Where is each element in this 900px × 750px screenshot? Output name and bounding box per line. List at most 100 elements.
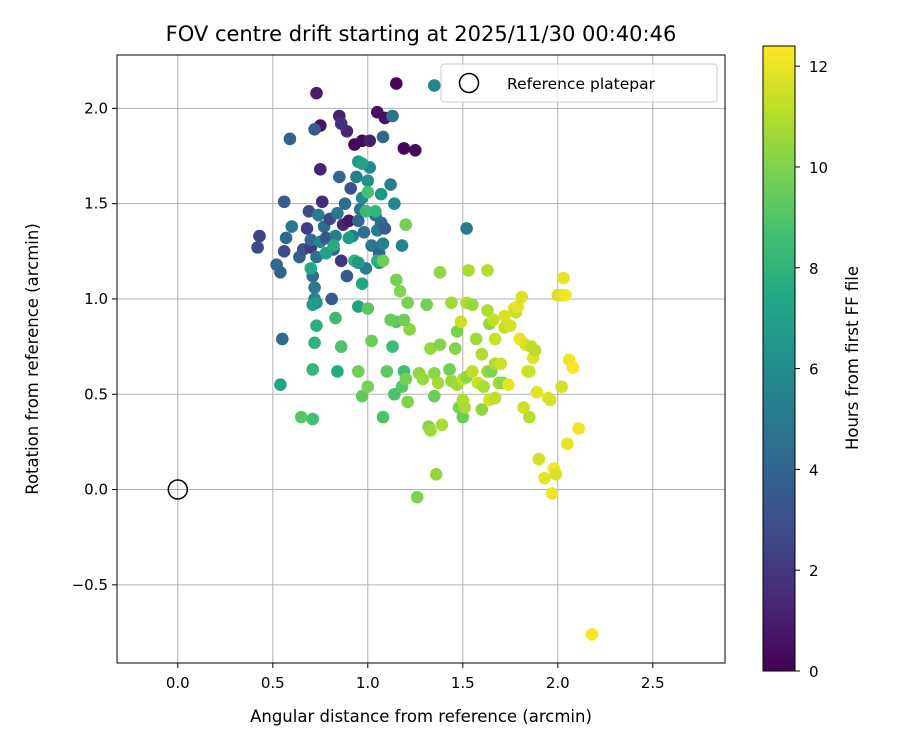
legend: Reference platepar	[440, 63, 718, 103]
data-point	[342, 231, 356, 245]
data-point	[277, 195, 291, 209]
data-point	[545, 487, 559, 500]
data-point	[355, 277, 369, 291]
data-point	[488, 332, 502, 346]
data-point	[481, 304, 494, 317]
data-point	[390, 273, 403, 287]
data-point	[310, 250, 323, 264]
data-point	[361, 185, 375, 199]
data-point	[403, 323, 416, 336]
data-point	[352, 300, 365, 313]
data-point	[306, 298, 320, 311]
data-point	[486, 313, 500, 327]
x-tick-label: 2.0	[546, 674, 570, 692]
data-point	[557, 271, 570, 285]
data-point	[342, 214, 356, 228]
y-tick-label: 0.0	[84, 481, 108, 499]
data-point	[310, 319, 323, 332]
data-point	[276, 332, 289, 346]
data-point	[401, 395, 415, 409]
data-point	[374, 187, 388, 201]
data-point	[352, 365, 365, 378]
data-point	[306, 363, 320, 376]
y-tick-label: 1.0	[84, 290, 108, 308]
data-point	[538, 471, 551, 485]
data-point	[334, 117, 348, 130]
data-point	[314, 163, 327, 176]
x-axis-ticks: 0.0 0.5 1.0 1.5 2.0 2.5	[166, 663, 665, 692]
data-point	[530, 386, 544, 399]
colorbar-ticks: 0 2 4 6 8 10 12	[795, 58, 828, 681]
x-axis-label: Angular distance from reference (arcmin)	[250, 707, 592, 726]
colorbar-tick-label: 8	[809, 260, 819, 278]
data-point	[386, 109, 399, 123]
data-point	[555, 380, 568, 393]
data-point	[445, 296, 458, 310]
data-point	[274, 265, 287, 279]
data-point	[378, 222, 392, 235]
data-point	[384, 178, 397, 191]
colorbar: 0 2 4 6 8 10 12 Hours from first FF file	[762, 45, 862, 681]
data-point	[357, 225, 371, 239]
colorbar-tick-label: 10	[809, 159, 828, 177]
data-point	[376, 410, 390, 424]
data-point	[338, 197, 352, 210]
data-point	[401, 296, 415, 310]
plot-frame	[116, 54, 726, 664]
x-tick-label: 2.5	[641, 674, 665, 692]
data-point	[283, 132, 297, 146]
data-point	[352, 256, 365, 270]
data-point	[306, 412, 320, 426]
data-point	[365, 239, 378, 252]
data-point	[331, 365, 344, 378]
data-point	[454, 315, 468, 329]
colorbar-tick-label: 4	[809, 461, 819, 479]
data-point	[310, 86, 323, 100]
data-point	[543, 393, 557, 407]
data-point	[302, 204, 316, 218]
data-point	[285, 220, 299, 233]
data-point	[395, 239, 409, 252]
data-point	[511, 300, 525, 313]
data-point	[279, 231, 293, 245]
data-point	[532, 452, 546, 466]
data-point	[340, 269, 354, 283]
data-point	[448, 342, 462, 355]
data-point	[390, 77, 403, 90]
data-point	[251, 241, 264, 254]
data-point	[333, 170, 346, 184]
data-point	[359, 204, 373, 218]
data-point	[331, 206, 344, 220]
x-tick-label: 1.5	[451, 674, 475, 692]
data-point	[399, 372, 413, 386]
data-point	[274, 378, 287, 392]
grid	[117, 55, 725, 663]
data-point	[410, 490, 424, 504]
colorbar-tick-label: 2	[809, 562, 819, 580]
data-point	[304, 233, 318, 247]
data-point	[475, 403, 489, 416]
data-point	[352, 214, 365, 228]
data-point	[409, 143, 422, 157]
data-point	[466, 298, 479, 311]
data-point	[460, 222, 473, 235]
data-point	[361, 380, 375, 393]
data-point	[308, 281, 321, 294]
legend-box	[440, 63, 718, 103]
y-axis-ticks: −0.5 0.0 0.5 1.0 1.5 2.0	[72, 99, 117, 594]
data-point	[424, 342, 437, 355]
data-point	[443, 363, 456, 376]
data-point	[416, 372, 430, 386]
data-point	[386, 340, 399, 353]
data-point	[399, 218, 413, 231]
data-point	[397, 313, 411, 327]
data-point	[572, 422, 585, 435]
data-point	[428, 366, 441, 380]
legend-marker-icon	[458, 72, 480, 94]
data-point	[369, 204, 382, 218]
data-point	[397, 142, 411, 155]
data-point	[469, 332, 483, 346]
chart-title: FOV centre drift starting at 2025/11/30 …	[166, 22, 677, 46]
data-point	[433, 338, 447, 352]
